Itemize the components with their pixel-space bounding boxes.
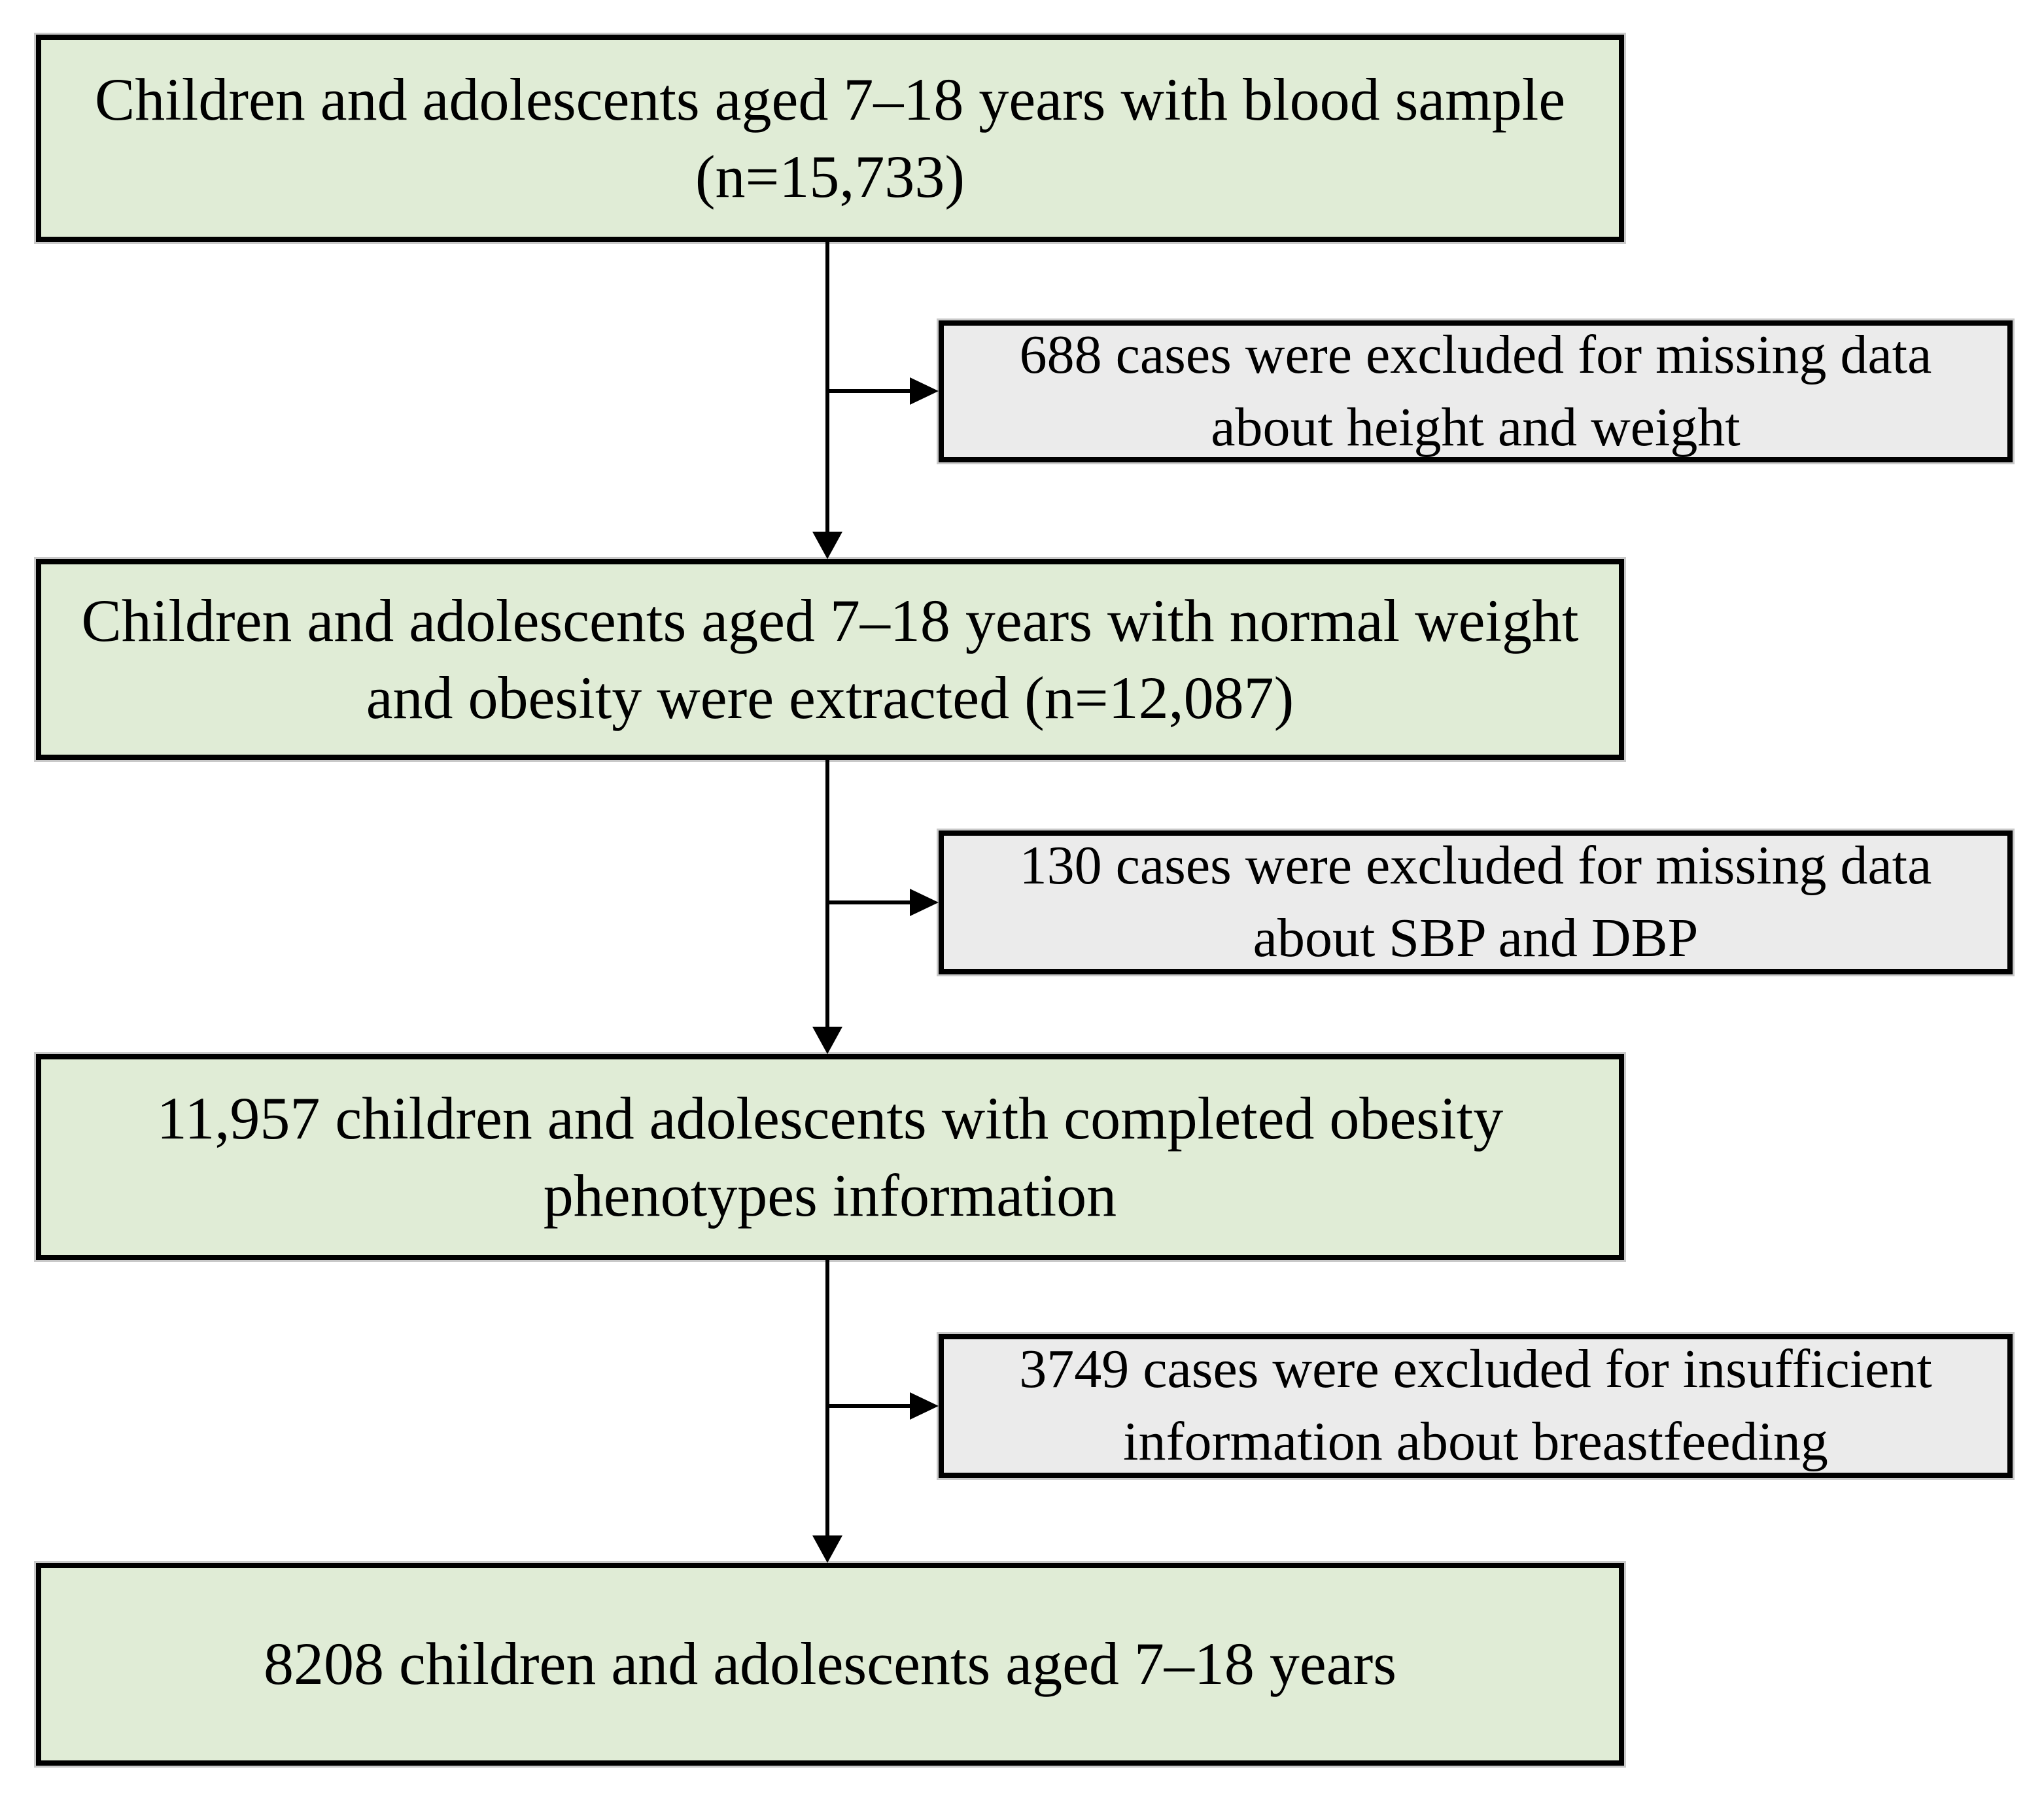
flow-box-normal-weight-obesity-line-2: and obesity were extracted (n=12,087) [366, 664, 1294, 731]
exclusion-box-sbp-dbp-line-2: about SBP and DBP [1253, 908, 1699, 968]
exclusion-box-height-weight: 688 cases were excluded for missing data… [937, 318, 2015, 464]
connector-line-2 [825, 760, 829, 1030]
down-arrowhead-2-icon [812, 1027, 842, 1054]
connector-line-1 [825, 242, 829, 535]
flow-box-final-sample-line-1: 8208 children and adolescents aged 7–18 … [263, 1630, 1397, 1698]
flow-box-blood-sample-line-1: Children and adolescents aged 7–18 years… [94, 65, 1566, 133]
right-arrowhead-2-icon [910, 889, 939, 916]
right-arrowhead-1-icon [910, 377, 939, 405]
flow-box-obesity-phenotypes-line-2: phenotypes information [543, 1161, 1117, 1229]
flow-box-final-sample: 8208 children and adolescents aged 7–18 … [34, 1561, 1626, 1768]
flow-box-normal-weight-obesity: Children and adolescents aged 7–18 years… [34, 557, 1626, 762]
down-arrowhead-1-icon [812, 532, 842, 559]
exclusion-box-height-weight-line-2: about height and weight [1211, 396, 1741, 458]
exclusion-box-breastfeeding: 3749 cases were excluded for insufficien… [937, 1332, 2015, 1480]
flow-box-obesity-phenotypes-line-1: 11,957 children and adolescents with com… [156, 1084, 1504, 1152]
exclusion-box-breastfeeding-line-1: 3749 cases were excluded for insufficien… [1019, 1339, 1932, 1400]
branch-line-2 [827, 900, 911, 904]
right-arrowhead-3-icon [910, 1392, 939, 1420]
flow-box-normal-weight-obesity-line-1: Children and adolescents aged 7–18 years… [81, 587, 1579, 654]
down-arrowhead-3-icon [812, 1535, 842, 1563]
flow-box-blood-sample-line-2: (n=15,733) [695, 143, 965, 210]
connector-line-3 [825, 1260, 829, 1539]
exclusion-box-sbp-dbp-line-1: 130 cases were excluded for missing data [1019, 835, 1932, 897]
flow-box-blood-sample: Children and adolescents aged 7–18 years… [34, 33, 1626, 244]
flow-box-obesity-phenotypes: 11,957 children and adolescents with com… [34, 1052, 1626, 1262]
branch-line-1 [827, 389, 911, 393]
exclusion-box-breastfeeding-line-2: information about breastfeeding [1123, 1411, 1828, 1472]
exclusion-box-sbp-dbp: 130 cases were excluded for missing data… [937, 829, 2015, 976]
branch-line-3 [827, 1404, 911, 1408]
exclusion-box-height-weight-line-1: 688 cases were excluded for missing data [1019, 324, 1932, 385]
